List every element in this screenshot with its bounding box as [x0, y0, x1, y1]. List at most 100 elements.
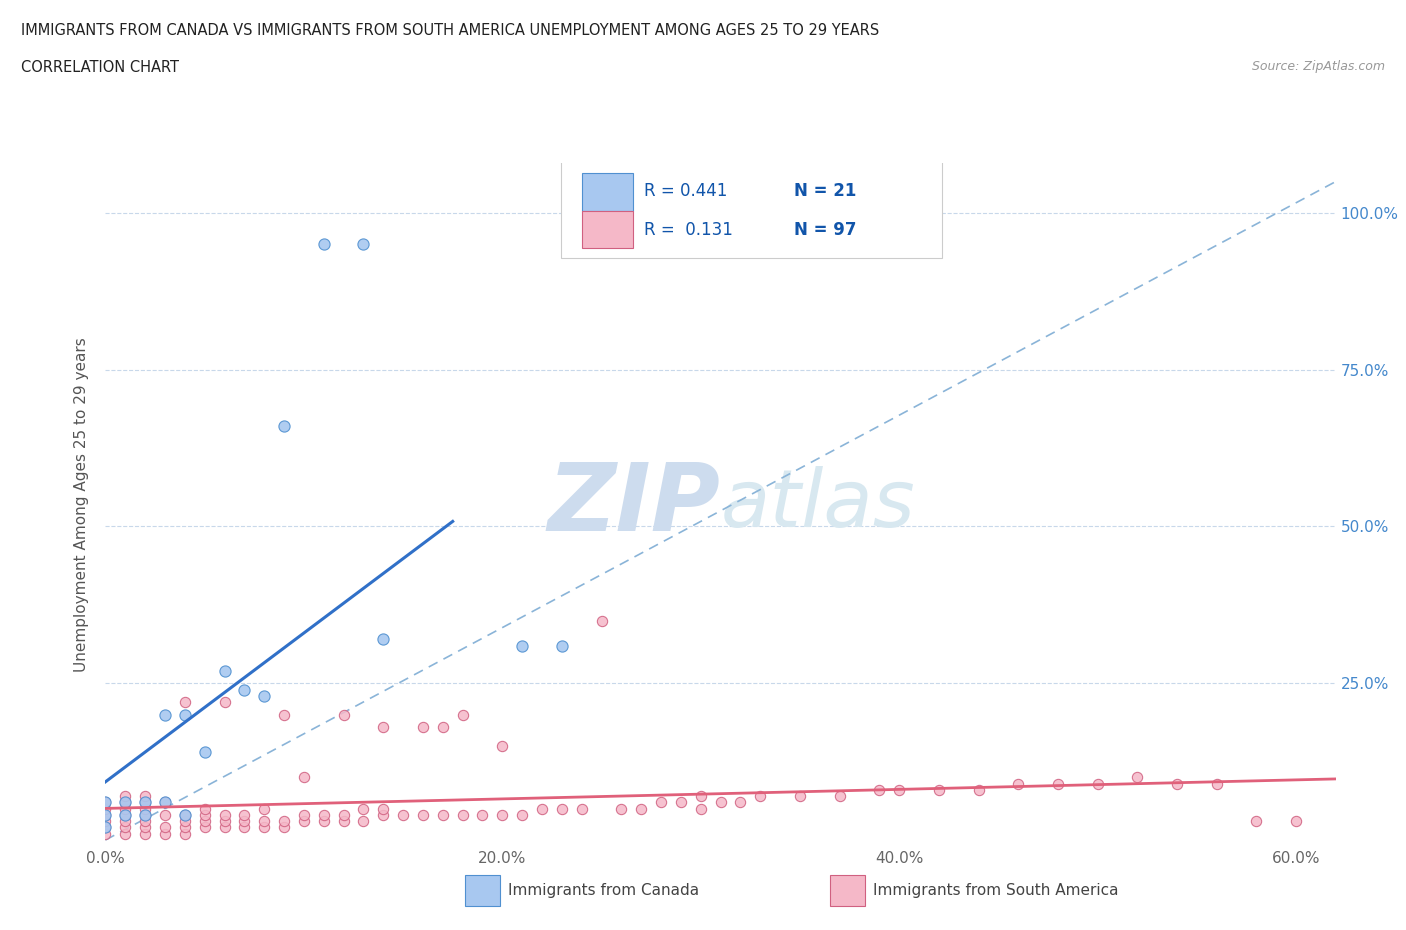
Point [94, 795, 117, 810]
Point [868, 782, 890, 797]
Point [233, 682, 256, 697]
Point [352, 802, 374, 817]
FancyBboxPatch shape [582, 210, 633, 248]
Point [94, 807, 117, 822]
Point [412, 720, 434, 735]
Point [134, 820, 156, 835]
Point [273, 707, 295, 722]
Point [233, 820, 256, 835]
Point [253, 688, 276, 703]
FancyBboxPatch shape [465, 875, 499, 906]
Point [134, 807, 156, 822]
Point [373, 802, 395, 817]
Point [134, 802, 156, 817]
Point [194, 745, 217, 760]
Point [352, 237, 374, 252]
Point [94, 807, 117, 822]
Point [173, 807, 195, 822]
Point [194, 814, 217, 829]
Point [789, 789, 811, 804]
Point [312, 237, 335, 252]
Point [1285, 814, 1308, 829]
Point [312, 807, 335, 822]
Text: CORRELATION CHART: CORRELATION CHART [21, 60, 179, 75]
Text: atlas: atlas [721, 466, 915, 543]
Point [510, 807, 533, 822]
Point [214, 820, 236, 835]
Text: R = 0.441: R = 0.441 [644, 182, 728, 201]
Point [591, 613, 613, 628]
Point [173, 814, 195, 829]
Point [491, 807, 513, 822]
Point [373, 631, 395, 646]
Point [114, 795, 136, 810]
Point [153, 807, 176, 822]
Point [94, 820, 117, 835]
Point [373, 720, 395, 735]
Point [214, 663, 236, 678]
Point [710, 795, 733, 810]
Point [173, 695, 195, 710]
Point [214, 814, 236, 829]
Point [551, 802, 574, 817]
Point [134, 814, 156, 829]
Point [1246, 814, 1268, 829]
Point [94, 795, 117, 810]
Point [94, 802, 117, 817]
Point [689, 789, 711, 804]
Text: ZIP: ZIP [548, 458, 721, 551]
Point [828, 789, 851, 804]
Point [214, 807, 236, 822]
Point [153, 707, 176, 722]
Point [889, 782, 911, 797]
Point [967, 782, 990, 797]
Point [114, 807, 136, 822]
Point [432, 720, 454, 735]
Point [233, 807, 256, 822]
Point [1007, 777, 1029, 791]
Point [233, 814, 256, 829]
Point [451, 807, 474, 822]
Point [392, 807, 415, 822]
Y-axis label: Unemployment Among Ages 25 to 29 years: Unemployment Among Ages 25 to 29 years [75, 338, 90, 671]
Point [94, 814, 117, 829]
Point [352, 814, 374, 829]
Point [173, 827, 195, 842]
Point [571, 802, 593, 817]
FancyBboxPatch shape [582, 173, 633, 210]
Point [114, 827, 136, 842]
Point [650, 795, 672, 810]
Point [114, 820, 136, 835]
Point [551, 638, 574, 653]
Point [510, 638, 533, 653]
Point [214, 695, 236, 710]
Point [412, 807, 434, 822]
Point [1126, 770, 1149, 785]
Text: N = 97: N = 97 [794, 220, 856, 239]
Point [1166, 777, 1188, 791]
Point [491, 738, 513, 753]
Point [292, 807, 315, 822]
Point [432, 807, 454, 822]
Point [194, 820, 217, 835]
Point [332, 814, 354, 829]
Point [134, 795, 156, 810]
Point [1087, 777, 1109, 791]
Point [114, 802, 136, 817]
Point [689, 802, 711, 817]
Point [292, 770, 315, 785]
Point [373, 807, 395, 822]
Point [194, 802, 217, 817]
Point [114, 807, 136, 822]
Point [273, 418, 295, 433]
Point [94, 827, 117, 842]
Point [173, 707, 195, 722]
Point [273, 820, 295, 835]
Text: Immigrants from Canada: Immigrants from Canada [509, 883, 700, 898]
Point [194, 807, 217, 822]
Point [669, 795, 692, 810]
Point [332, 807, 354, 822]
Point [292, 814, 315, 829]
Point [253, 820, 276, 835]
Point [94, 820, 117, 835]
